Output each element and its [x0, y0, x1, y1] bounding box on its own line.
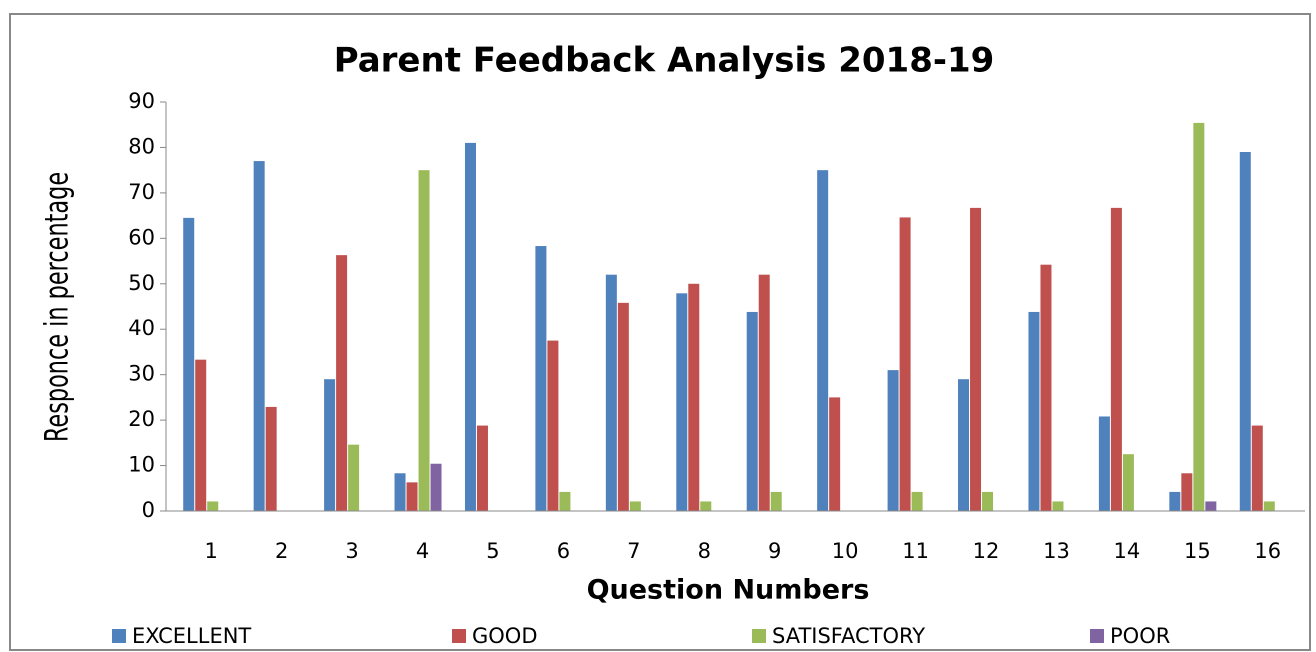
bar — [1052, 501, 1064, 511]
bar — [1193, 122, 1205, 511]
bar — [336, 255, 348, 511]
bar — [700, 501, 712, 511]
bar — [253, 161, 265, 512]
legend-label: POOR — [1110, 624, 1170, 648]
bar — [183, 217, 195, 511]
x-tick-label: 8 — [698, 539, 711, 563]
bar — [265, 406, 277, 511]
bar — [758, 274, 770, 511]
legend-label: EXCELLENT — [132, 624, 251, 648]
bar — [464, 142, 476, 511]
bar — [1169, 491, 1181, 511]
x-tick-label: 7 — [627, 539, 640, 563]
legend-swatch — [452, 629, 466, 643]
chart-title: Parent Feedback Analysis 2018-19 — [334, 41, 995, 81]
bar — [418, 170, 430, 511]
bar — [829, 397, 841, 511]
bar — [676, 293, 688, 511]
x-tick-label: 15 — [1184, 539, 1211, 563]
bar — [535, 246, 547, 511]
bar — [406, 482, 418, 511]
bar — [1251, 425, 1263, 511]
x-tick-label: 2 — [275, 539, 288, 563]
bar — [970, 207, 982, 511]
y-axis-title: Responce in percentage — [37, 172, 75, 442]
bar — [1205, 501, 1217, 511]
legend-swatch — [1090, 629, 1104, 643]
bar — [1181, 473, 1193, 511]
legend-swatch — [112, 629, 126, 643]
bar — [629, 501, 641, 511]
bar — [982, 491, 994, 511]
y-tick-label: 50 — [128, 271, 155, 295]
x-tick-label: 10 — [832, 539, 859, 563]
x-tick-label: 16 — [1254, 539, 1281, 563]
bar — [688, 283, 700, 511]
bar — [430, 463, 442, 511]
bar — [348, 444, 360, 511]
y-tick-label: 80 — [128, 134, 155, 158]
bar — [1110, 207, 1122, 511]
bar — [394, 473, 406, 511]
chart-frame — [9, 13, 1311, 651]
bar — [1098, 416, 1110, 511]
bar — [817, 170, 829, 511]
bar — [1239, 151, 1251, 511]
legend-label: GOOD — [472, 624, 538, 648]
x-tick-label: 13 — [1043, 539, 1070, 563]
bar — [1122, 454, 1134, 511]
bar — [911, 491, 923, 511]
x-tick-label: 11 — [902, 539, 929, 563]
x-tick-label: 9 — [768, 539, 781, 563]
x-tick-label: 12 — [973, 539, 1000, 563]
bar — [899, 217, 911, 511]
y-tick-label: 70 — [128, 180, 155, 204]
bar — [605, 274, 617, 511]
y-tick-label: 90 — [128, 89, 155, 113]
x-tick-label: 5 — [486, 539, 499, 563]
y-tick-label: 20 — [128, 407, 155, 431]
legend-label: SATISFACTORY — [772, 624, 925, 648]
bar — [195, 359, 207, 511]
bar — [207, 501, 219, 511]
y-tick-label: 40 — [128, 316, 155, 340]
bar — [547, 340, 559, 511]
bar — [746, 311, 758, 511]
bar — [559, 491, 571, 511]
x-tick-label: 4 — [416, 539, 429, 563]
y-tick-label: 30 — [128, 362, 155, 386]
x-axis-title: Question Numbers — [587, 575, 870, 606]
x-tick-label: 1 — [205, 539, 218, 563]
y-tick-label: 10 — [128, 453, 155, 477]
bar — [1040, 264, 1052, 511]
x-tick-label: 14 — [1114, 539, 1141, 563]
x-tick-label: 3 — [345, 539, 358, 563]
bar — [617, 302, 629, 511]
bar — [958, 379, 970, 511]
bar — [770, 491, 782, 511]
x-tick-label: 6 — [557, 539, 570, 563]
bar — [887, 370, 899, 511]
y-tick-label: 0 — [142, 498, 155, 522]
bar — [1028, 311, 1040, 511]
y-tick-label: 60 — [128, 225, 155, 249]
bar — [476, 425, 488, 511]
bar — [324, 379, 336, 511]
legend-swatch — [752, 629, 766, 643]
bar — [1263, 501, 1275, 511]
